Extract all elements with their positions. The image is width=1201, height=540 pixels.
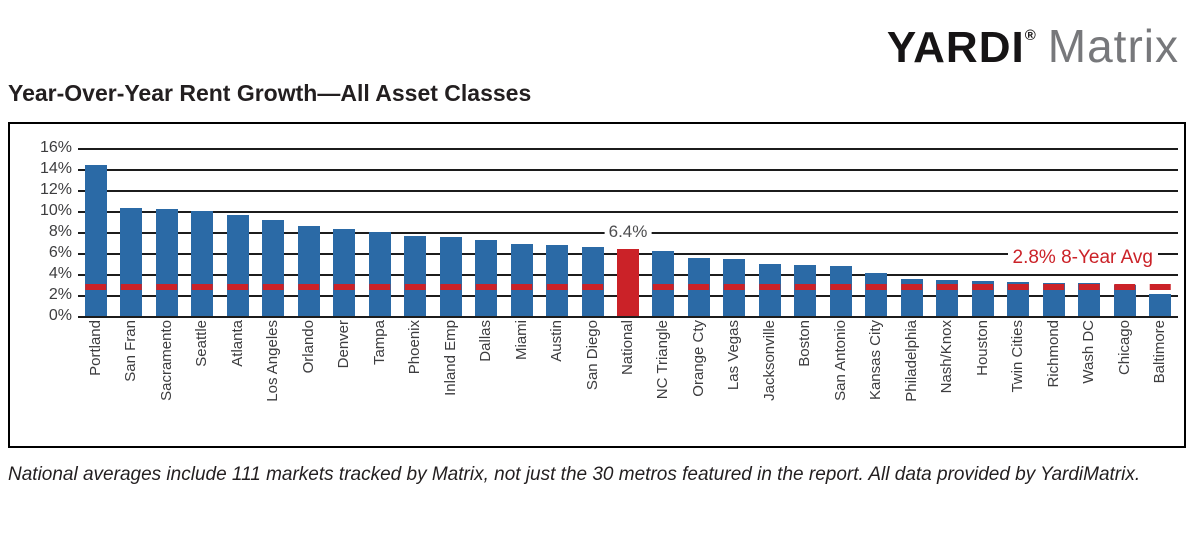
x-axis-category-label: Orange Cty <box>689 320 707 397</box>
x-axis-category-label: Kansas City <box>867 320 885 401</box>
bar <box>758 263 781 316</box>
x-axis-category-label: Dallas <box>477 320 495 362</box>
bar <box>546 244 569 316</box>
x-axis-category-label: National <box>619 320 636 376</box>
bar <box>333 228 356 316</box>
y-axis-tick-label: 2% <box>48 286 72 303</box>
bar <box>510 243 533 316</box>
x-axis-category-label: Nash/Knox <box>938 320 956 394</box>
bar <box>439 237 462 316</box>
x-axis-category-label: San Diego <box>583 320 601 391</box>
bar <box>794 264 817 316</box>
bar <box>1113 284 1136 316</box>
bar <box>829 265 852 316</box>
national-value-label: 6.4% <box>604 221 652 242</box>
bar <box>475 240 498 316</box>
x-axis-category-label: Chicago <box>1115 320 1133 376</box>
x-axis-category-label: Baltimore <box>1151 320 1169 384</box>
x-axis-category-label: Sacramento <box>157 320 175 401</box>
avg-line-label: 2.8% 8-Year Avg <box>1007 246 1158 269</box>
bar <box>865 272 888 316</box>
bar <box>297 225 320 316</box>
yardi-matrix-logo: YARDI® Matrix <box>887 10 1179 84</box>
chart-title: Year-Over-Year Rent Growth—All Asset Cla… <box>8 80 532 106</box>
x-axis-category-label: Orlando <box>299 320 317 374</box>
bar <box>404 236 427 316</box>
x-axis-category-label: Inland Emp <box>441 320 459 396</box>
bar <box>1007 282 1030 316</box>
y-axis-tick-label: 10% <box>39 202 72 219</box>
bar <box>368 232 391 316</box>
eight-year-avg-line <box>80 283 1176 290</box>
y-axis-tick-label: 4% <box>48 265 72 282</box>
y-axis-tick-label: 0% <box>48 307 72 324</box>
x-axis-category-label: Wash DC <box>1080 320 1098 384</box>
gridline <box>78 211 1178 213</box>
x-axis-category-label: Jacksonville <box>760 320 778 401</box>
chart-frame: 16% 14% 12% 10% 8% 6% 4% 2% 0% Portland San Fran Sa… <box>8 122 1186 448</box>
bar <box>226 215 249 316</box>
x-axis-category-label: NC Triangle <box>654 320 672 400</box>
bar <box>1149 293 1172 316</box>
x-axis-category-label: Austin <box>548 320 566 362</box>
gridline <box>78 190 1178 192</box>
bar-national <box>617 248 639 316</box>
gridline <box>78 316 1178 318</box>
bar <box>971 281 994 316</box>
x-axis-category-label: Los Angeles <box>264 320 282 402</box>
gridline <box>78 169 1178 171</box>
y-axis-tick-label: 8% <box>48 223 72 240</box>
x-axis-category-label: Boston <box>796 320 814 367</box>
x-axis-category-label: Atlanta <box>228 320 246 367</box>
logo-yardi-text: YARDI <box>886 23 1025 72</box>
x-axis-category-label: Philadelphia <box>902 320 920 402</box>
x-axis-category-label: Miami <box>512 320 530 360</box>
x-axis-category-label: Denver <box>335 320 353 369</box>
x-axis-category-label: Seattle <box>193 320 211 367</box>
x-axis-category-label: San Fran <box>122 320 140 382</box>
registered-trademark-icon: ® <box>1024 27 1036 44</box>
bar <box>191 211 214 316</box>
x-axis-category-label: Houston <box>973 320 991 376</box>
bar <box>581 246 604 316</box>
x-axis-category-label: Phoenix <box>406 320 424 375</box>
bar <box>120 207 143 316</box>
logo-matrix-text: Matrix <box>1047 20 1179 72</box>
bar <box>652 250 675 316</box>
y-axis-tick-label: 6% <box>48 244 72 261</box>
bar <box>155 208 178 316</box>
gridline <box>78 148 1178 150</box>
footnote: National averages include 111 markets tr… <box>8 464 1141 485</box>
bar <box>84 164 107 316</box>
y-axis-tick-label: 12% <box>39 181 72 198</box>
x-axis-category-label: Portland <box>86 320 104 376</box>
x-axis-category-label: Twin Cities <box>1009 320 1027 393</box>
y-axis-tick-label: 14% <box>39 160 72 177</box>
y-axis-tick-label: 16% <box>39 139 72 156</box>
bar <box>1078 283 1101 316</box>
x-axis-category-label: Tampa <box>370 320 388 366</box>
x-axis-category-label: Las Vegas <box>725 320 743 391</box>
bar <box>1042 283 1065 316</box>
x-axis-category-label: San Antonio <box>831 320 849 401</box>
x-axis-category-label: Richmond <box>1044 320 1062 388</box>
bar <box>262 220 285 316</box>
